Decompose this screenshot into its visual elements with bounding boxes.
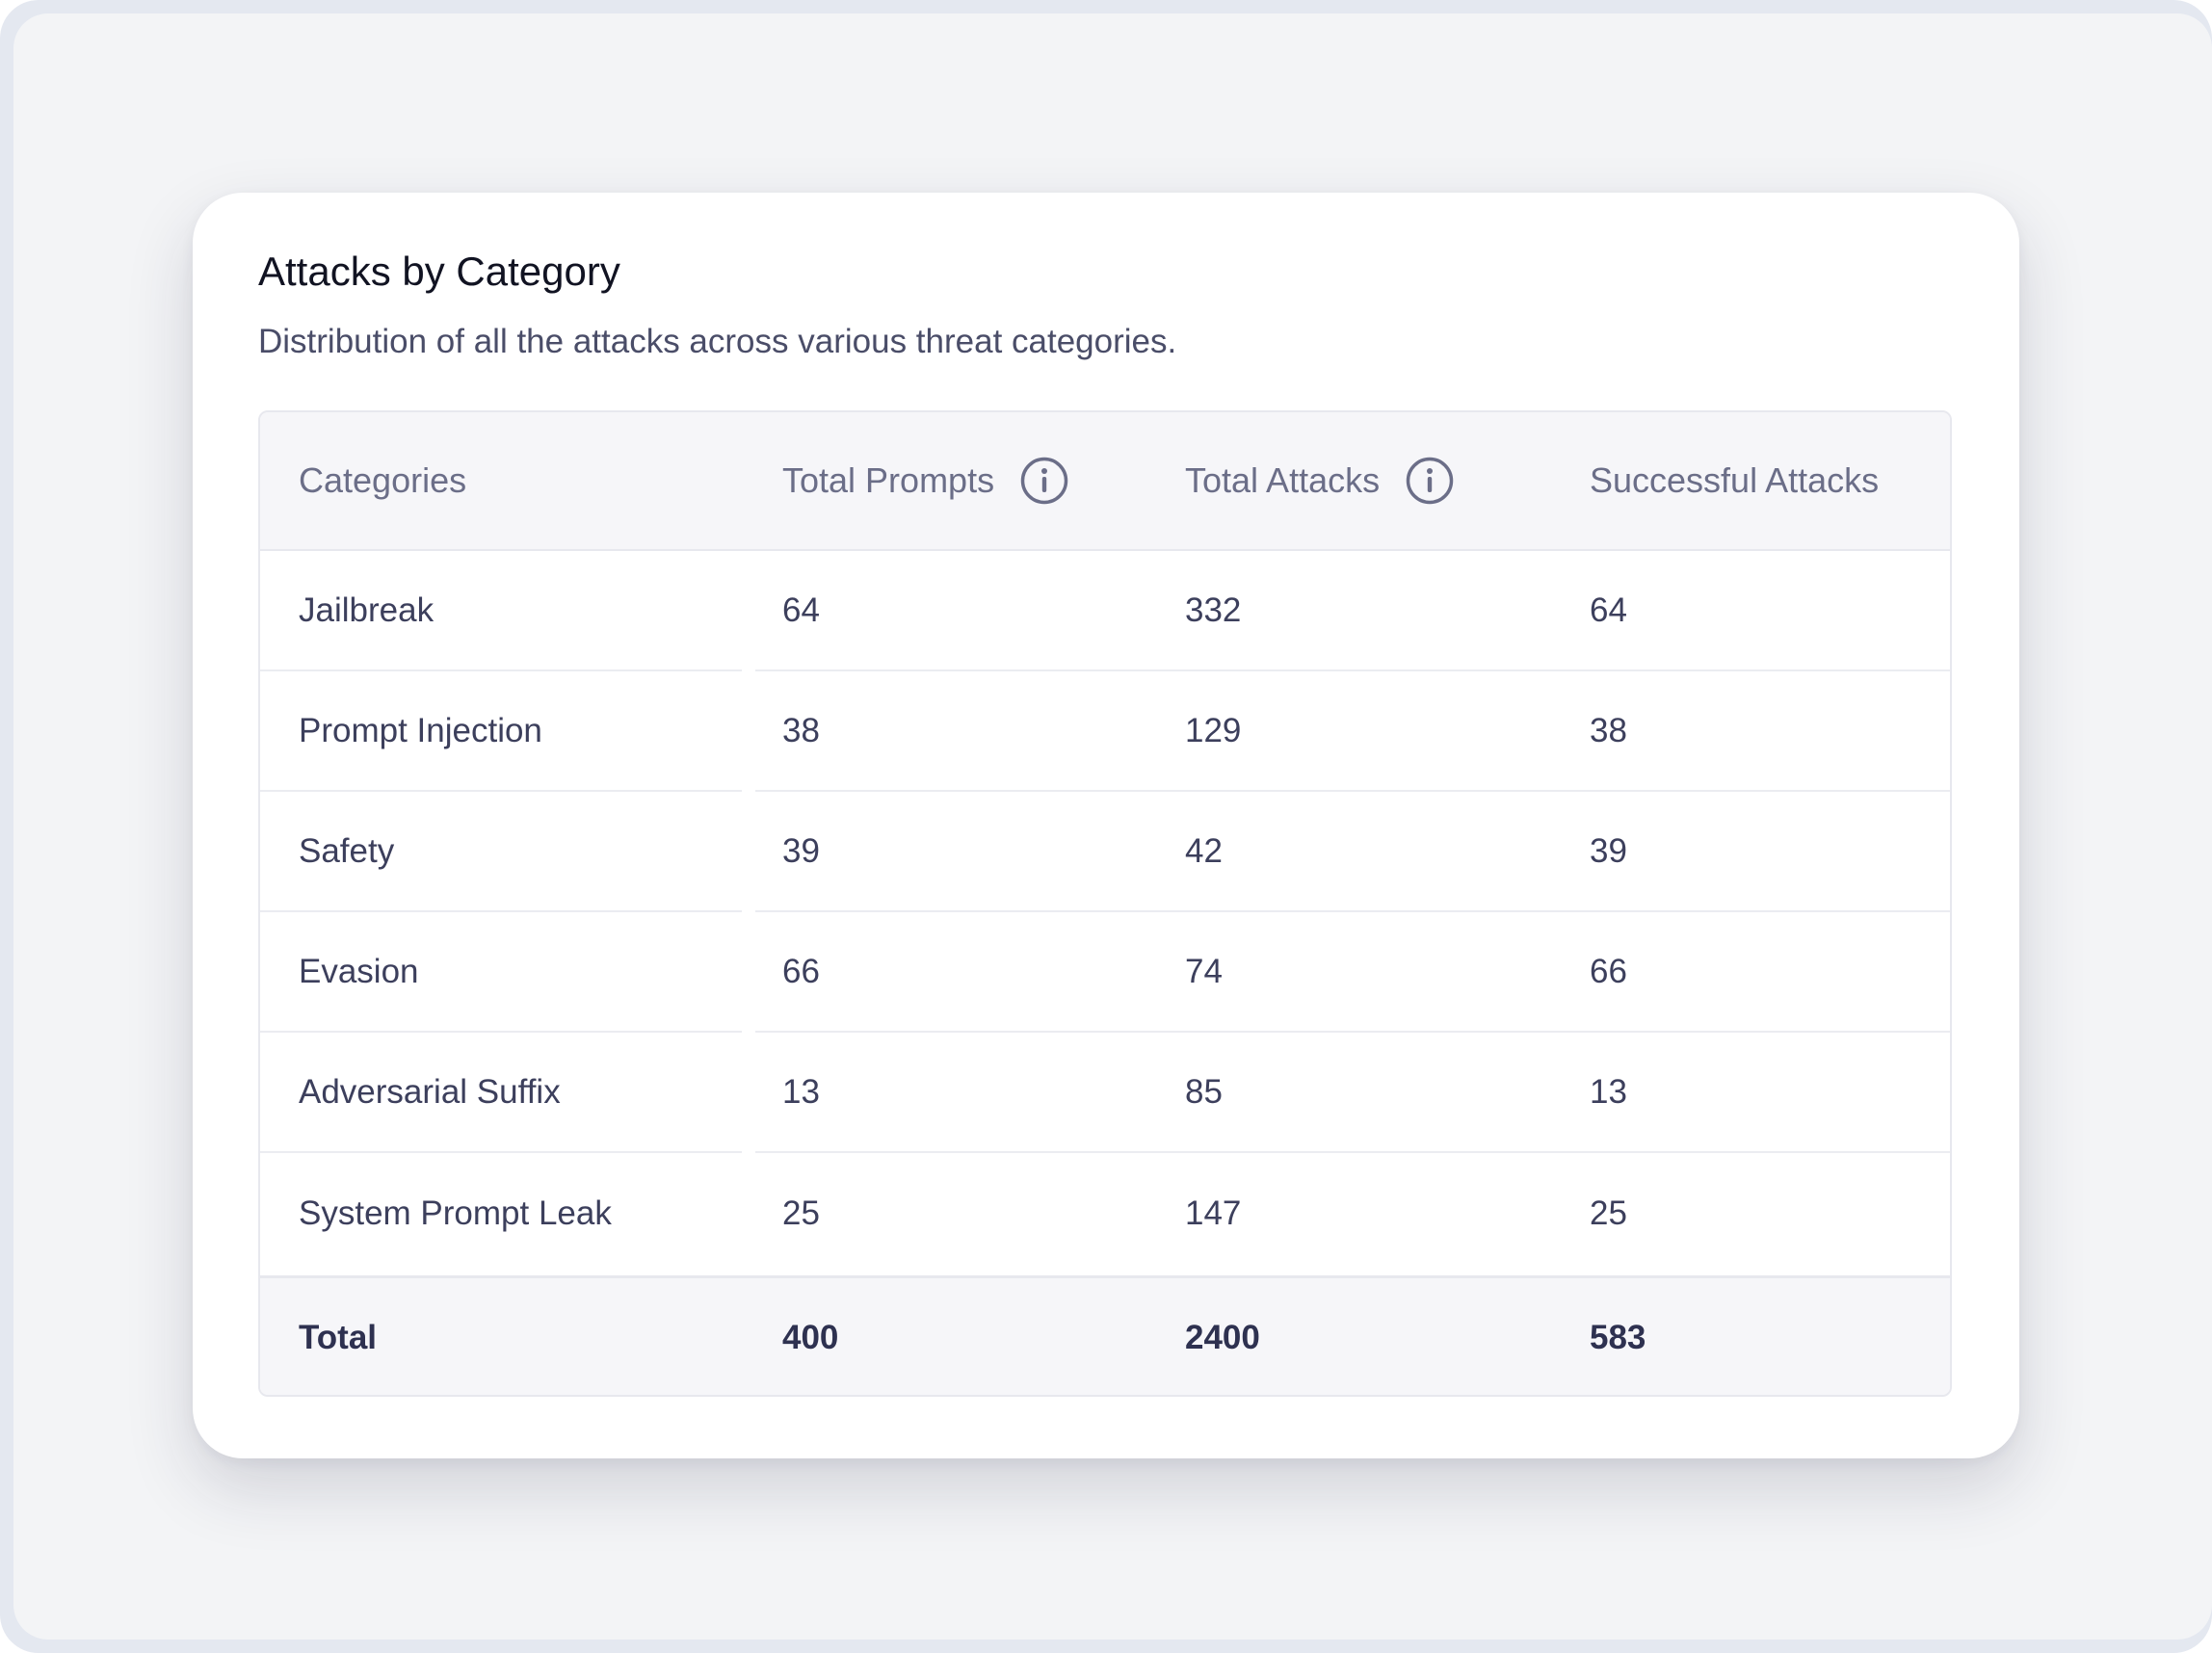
cell-total-prompts: 66 [782, 952, 820, 990]
cell-successful-attacks: 64 [1590, 590, 1627, 629]
cell-category: System Prompt Leak [299, 1194, 612, 1232]
cell-total-prompts: 64 [782, 590, 820, 629]
total-successful-attacks-value: 583 [1590, 1318, 1646, 1356]
total-prompts-value: 400 [782, 1318, 839, 1356]
table-row: Adversarial Suffix 13 85 13 [260, 1033, 1950, 1153]
table-row: Prompt Injection 38 129 38 [260, 671, 1950, 792]
cell-total-prompts: 25 [782, 1194, 820, 1232]
attacks-by-category-card: Attacks by Category Distribution of all … [193, 193, 2019, 1458]
total-attacks-info-icon[interactable] [1405, 456, 1455, 506]
cell-category: Evasion [299, 952, 419, 990]
cell-total-attacks: 85 [1185, 1072, 1223, 1111]
table-total-row: Total 400 2400 583 [260, 1275, 1950, 1395]
cell-successful-attacks: 13 [1590, 1072, 1627, 1111]
table-header-row: Categories Total Prompts Total Attacks [260, 412, 1950, 551]
header-total-prompts: Total Prompts [782, 412, 1069, 549]
card-subtitle: Distribution of all the attacks across v… [258, 323, 1177, 360]
cell-successful-attacks: 66 [1590, 952, 1627, 990]
table-row: Safety 39 42 39 [260, 792, 1950, 912]
cell-total-attacks: 42 [1185, 831, 1223, 870]
category-table: Categories Total Prompts Total Attacks [258, 410, 1952, 1397]
table-row: System Prompt Leak 25 147 25 [260, 1153, 1950, 1273]
cell-total-attacks: 74 [1185, 952, 1223, 990]
header-total-prompts-label: Total Prompts [782, 460, 995, 500]
total-label: Total [299, 1318, 378, 1356]
card-title: Attacks by Category [258, 249, 620, 294]
header-successful-attacks: Successful Attacks [1590, 460, 1880, 500]
table-row: Evasion 66 74 66 [260, 912, 1950, 1033]
cell-successful-attacks: 38 [1590, 711, 1627, 749]
cell-successful-attacks: 39 [1590, 831, 1627, 870]
cell-category: Adversarial Suffix [299, 1072, 561, 1111]
cell-total-attacks: 332 [1185, 590, 1242, 629]
cell-total-prompts: 39 [782, 831, 820, 870]
total-attacks-value: 2400 [1185, 1318, 1260, 1356]
header-categories: Categories [299, 460, 467, 500]
cell-total-attacks: 129 [1185, 711, 1242, 749]
cell-total-prompts: 13 [782, 1072, 820, 1111]
column-divider-gap [742, 551, 755, 1272]
header-total-attacks-label: Total Attacks [1185, 460, 1381, 500]
cell-category: Prompt Injection [299, 711, 542, 749]
cell-category: Safety [299, 831, 395, 870]
cell-category: Jailbreak [299, 590, 434, 629]
header-total-attacks: Total Attacks [1185, 412, 1455, 549]
cell-total-prompts: 38 [782, 711, 820, 749]
cell-successful-attacks: 25 [1590, 1194, 1627, 1232]
cell-total-attacks: 147 [1185, 1194, 1242, 1232]
table-row: Jailbreak 64 332 64 [260, 551, 1950, 671]
total-prompts-info-icon[interactable] [1019, 456, 1069, 506]
